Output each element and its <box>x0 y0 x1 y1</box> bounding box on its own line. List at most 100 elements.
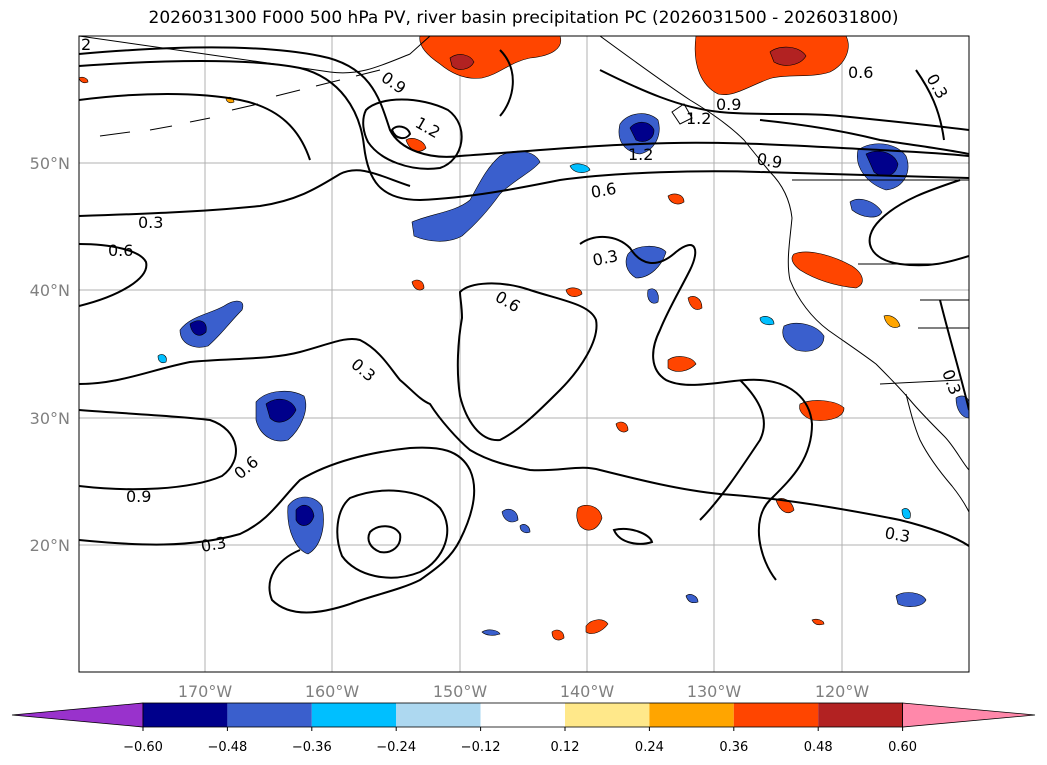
pv-contour-line <box>612 528 654 545</box>
precip-neg-region <box>759 316 775 326</box>
contour-label: 2 <box>81 35 91 54</box>
precip-neg-region <box>901 508 911 520</box>
pv-contour-line <box>699 379 765 521</box>
precip-neg-region <box>157 354 167 364</box>
pv-contour-line <box>362 98 463 170</box>
pv-contour-line <box>759 119 969 155</box>
precip-pos-region <box>551 629 565 641</box>
colorbar-segment <box>818 703 903 727</box>
precip-pos-region <box>79 76 89 84</box>
precip-neg-region <box>501 508 519 523</box>
colorbar-tick-label: −0.60 <box>123 740 163 755</box>
precip-neg-region <box>685 594 699 604</box>
negative-precip-regions <box>157 113 969 636</box>
lon-tick-label: 120°W <box>815 682 870 701</box>
pv-contour-line <box>79 60 969 202</box>
precip-neg-region <box>647 288 659 304</box>
colorbar-segment <box>480 703 565 727</box>
positive-precip-regions <box>79 36 901 641</box>
colorbar-tick-label: −0.48 <box>207 740 247 755</box>
lat-tick-label: 40°N <box>30 281 70 300</box>
colorbar-segment <box>396 703 481 727</box>
pv-contour-line <box>456 282 598 442</box>
pv-contour-line <box>599 69 969 131</box>
precip-pos-region <box>694 36 849 96</box>
colorbar-outline <box>142 702 903 728</box>
contour-label: 0.3 <box>883 523 911 546</box>
lat-tick-label: 30°N <box>30 409 70 428</box>
lon-tick-label: 150°W <box>433 682 488 701</box>
precip-pos-region <box>449 54 475 70</box>
pv-contour-line <box>79 338 969 547</box>
colorbar-tick-label: 0.36 <box>719 740 748 755</box>
pv-contour-line <box>915 69 945 141</box>
pv-contour-line <box>79 409 237 491</box>
colorbar-segment <box>649 703 734 727</box>
precip-neg-region <box>629 121 655 142</box>
pv-contour-line <box>79 169 411 217</box>
pv-contours <box>79 46 969 614</box>
precip-pos-region <box>615 421 629 433</box>
precip-neg-region <box>569 163 591 173</box>
precip-neg-region <box>265 398 297 423</box>
coastline-aleutians <box>99 69 381 137</box>
precip-neg-region <box>782 323 825 352</box>
precip-pos-region <box>687 296 703 310</box>
precip-neg-region <box>295 504 315 526</box>
contour-label: 0.6 <box>108 241 133 260</box>
colorbar-segment <box>227 703 312 727</box>
precip-pos-region <box>565 287 583 297</box>
contour-label: 0.3 <box>199 533 227 556</box>
precip-pos-region <box>585 619 609 634</box>
pv-contour-line <box>79 93 311 161</box>
pv-contour-line <box>79 446 476 614</box>
lon-tick-labels: 170°W 160°W 150°W 140°W 130°W 120°W <box>178 682 870 701</box>
pv-contour-line <box>939 299 969 411</box>
coastline-alaska <box>79 36 431 74</box>
coastline-baja <box>905 393 969 513</box>
pv-contour-line <box>579 236 814 581</box>
precip-pos-region <box>769 46 807 66</box>
colorbar-tick-label: 0.60 <box>888 740 917 755</box>
colorbar-tick-label: −0.36 <box>292 740 332 755</box>
lat-tick-labels: 50°N 40°N 30°N 20°N <box>30 154 70 555</box>
precip-neg-region <box>411 150 541 242</box>
colorbar-tick-label: −0.24 <box>376 740 416 755</box>
precip-neg-region <box>189 320 207 336</box>
map-title: 2026031300 F000 500 hPa PV, river basin … <box>148 8 899 28</box>
precip-neg-region <box>849 199 883 218</box>
colorbar-tick-label: 0.12 <box>551 740 580 755</box>
colorbar-segment <box>733 703 819 727</box>
contour-label: 0.6 <box>589 179 617 202</box>
precip-neg-region <box>519 524 531 534</box>
colorbar-tick-label: −0.12 <box>461 740 501 755</box>
precip-neg-region <box>955 395 969 419</box>
lon-tick-label: 140°W <box>560 682 615 701</box>
lat-tick-label: 50°N <box>30 154 70 173</box>
precip-pos-region <box>883 315 901 328</box>
precip-pos-region <box>405 138 427 152</box>
pv-contour-line <box>79 243 148 307</box>
contour-label: 0.9 <box>126 487 151 506</box>
lat-tick-label: 20°N <box>30 536 70 555</box>
precip-pos-region <box>576 505 603 531</box>
contour-label: 1.2 <box>686 109 711 128</box>
contour-label: 1.2 <box>628 145 653 164</box>
contour-label: 0.3 <box>138 213 163 232</box>
lon-tick-label: 160°W <box>305 682 360 701</box>
plot-frame <box>78 35 970 673</box>
pv-contour-line <box>499 49 514 117</box>
colorbar <box>11 702 1036 728</box>
contour-labels: 0.9 1.2 1.2 1.2 0.9 0.6 0.9 0.6 0.3 0.3 … <box>81 35 965 556</box>
precip-pos-region <box>667 193 685 205</box>
pv-contour-line <box>336 489 449 579</box>
colorbar-extend-low <box>11 702 144 728</box>
colorbar-tick-labels: −0.60 −0.48 −0.36 −0.24 −0.12 0.12 0.24 0.36 0.4… <box>123 727 917 755</box>
colorbar-segment <box>565 703 650 727</box>
colorbar-tick-label: 0.24 <box>635 740 664 755</box>
precip-neg-region <box>481 629 501 636</box>
precip-pos-region <box>811 618 825 626</box>
contour-label: 0.3 <box>591 246 620 270</box>
coastline-haida-gwaii <box>671 103 693 125</box>
